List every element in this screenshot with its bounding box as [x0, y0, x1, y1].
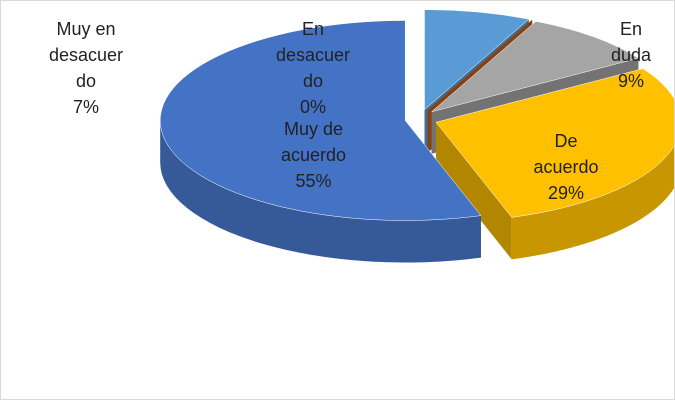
data-label: Muy en desacuerdo 7% [26, 16, 146, 120]
slice-side [511, 145, 674, 260]
value-label: 29% [547, 183, 585, 203]
data-label: De acuerdo 29% [521, 128, 611, 206]
value-label: 7% [72, 97, 99, 117]
category-label: De acuerdo [533, 131, 599, 177]
value-label: 9% [617, 71, 644, 91]
data-label: Muy de acuerdo 55% [266, 116, 361, 194]
category-label: Muy de acuerdo [280, 119, 347, 165]
value-label: 55% [295, 171, 332, 191]
value-label: 0% [299, 97, 326, 117]
slice-side [160, 120, 481, 263]
slice [435, 68, 674, 218]
data-label: En desacuerdo 0% [253, 16, 373, 120]
category-label: En desacuerdo [275, 19, 351, 91]
data-label: En duda 9% [601, 16, 661, 94]
slice [431, 21, 640, 113]
slice-cut-face [436, 122, 512, 260]
slice [424, 9, 530, 111]
category-label: Muy en desacuerdo [48, 19, 124, 91]
category-label: En duda [610, 19, 652, 65]
slice [160, 20, 482, 221]
